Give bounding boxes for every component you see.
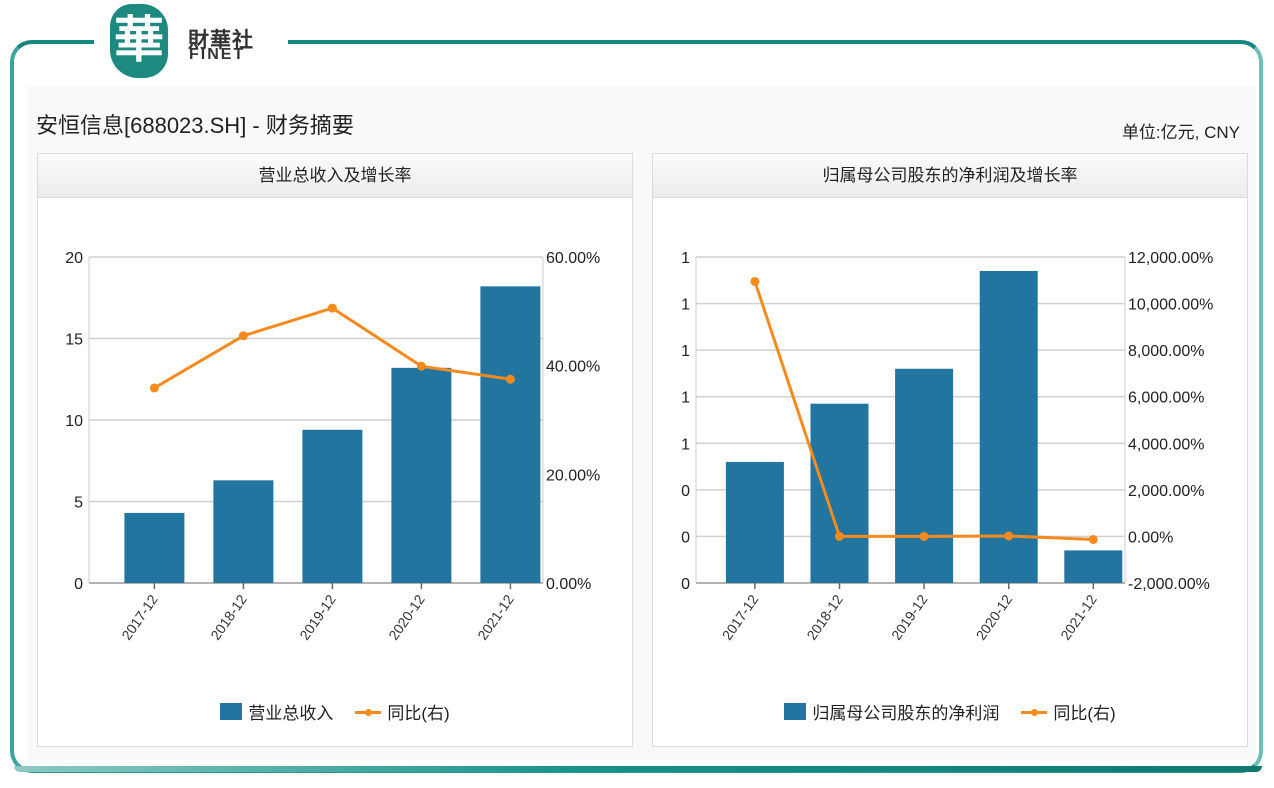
left-axis-tick: 20 <box>65 250 83 267</box>
bar[interactable] <box>725 461 784 583</box>
revenue-chart-panel: 营业总收入及增长率 0 5 10 15 20 0.00% 20.00% 40.00% 60.00… <box>37 153 633 747</box>
left-axis-tick: 0 <box>681 529 690 546</box>
right-axis-tick: 40.00% <box>546 359 600 376</box>
bar[interactable] <box>1064 550 1123 583</box>
right-axis-tick: 12,000.00% <box>1128 250 1213 267</box>
x-axis-label: 2020-12 <box>973 591 1016 642</box>
left-axis-tick: 1 <box>681 390 690 407</box>
right-axis-tick: 20.00% <box>546 467 600 484</box>
bar[interactable] <box>124 512 185 583</box>
page-title: 安恒信息[688023.SH] - 财务摘要 <box>36 113 354 138</box>
left-axis-tick: 1 <box>681 343 690 360</box>
right-axis-tick: 0.00% <box>1128 529 1173 546</box>
chart-legend: 营业总收入 同比(右) <box>38 699 632 724</box>
left-axis-tick: 5 <box>74 495 83 512</box>
panel-title: 营业总收入及增长率 <box>38 154 632 198</box>
bar-legend-swatch[interactable] <box>220 703 243 720</box>
net-profit-chart: 0 0 0 1 1 1 1 1 -2,000.00% 0.00% 2,000.00% 4,000.00… <box>681 250 1213 643</box>
frame-bottom-shade <box>14 766 1262 772</box>
line-legend-label[interactable]: 同比(右) <box>1053 704 1116 723</box>
yoy-point[interactable] <box>327 303 337 313</box>
bar[interactable] <box>480 286 541 583</box>
x-axis-label: 2021-12 <box>1057 591 1100 642</box>
bar[interactable] <box>391 367 452 583</box>
line-legend-label[interactable]: 同比(右) <box>387 704 450 723</box>
bar[interactable] <box>895 368 954 583</box>
x-axis-label: 2017-12 <box>118 591 161 642</box>
x-axis-label: 2018-12 <box>207 591 250 642</box>
right-axis-tick: 8,000.00% <box>1128 343 1205 360</box>
x-axis-label: 2017-12 <box>719 591 762 642</box>
left-axis-tick: 0 <box>681 483 690 500</box>
left-axis-tick: 1 <box>681 297 690 314</box>
x-axis-label: 2018-12 <box>803 591 846 642</box>
line-legend-icon[interactable] <box>355 703 382 720</box>
right-axis-tick: -2,000.00% <box>1128 576 1210 593</box>
bar-legend-label[interactable]: 归属母公司股东的净利润 <box>812 704 1000 723</box>
right-axis-tick: 10,000.00% <box>1128 297 1213 314</box>
finet-logo-icon: 華 <box>110 4 168 78</box>
x-axis-label: 2020-12 <box>385 591 428 642</box>
right-axis-tick: 2,000.00% <box>1128 483 1205 500</box>
bar[interactable] <box>302 429 363 583</box>
left-axis-tick: 1 <box>681 436 690 453</box>
bar-legend-swatch[interactable] <box>784 703 807 720</box>
x-axis-label: 2021-12 <box>474 591 517 642</box>
yoy-point[interactable] <box>1004 531 1014 541</box>
brand-name-cn: 財華社 <box>188 29 254 52</box>
panel-title: 归属母公司股东的净利润及增长率 <box>653 154 1247 198</box>
line-legend-icon[interactable] <box>1021 703 1048 720</box>
left-axis-tick: 1 <box>681 250 690 267</box>
left-axis-tick: 0 <box>74 576 83 593</box>
right-axis-tick: 6,000.00% <box>1128 390 1205 407</box>
yoy-point[interactable] <box>835 531 844 541</box>
right-axis-tick: 60.00% <box>546 250 600 267</box>
left-axis-tick: 15 <box>65 332 83 349</box>
yoy-point[interactable] <box>416 361 426 371</box>
bar[interactable] <box>979 270 1038 583</box>
x-axis-label: 2019-12 <box>296 591 339 642</box>
x-axis-label: 2019-12 <box>888 591 931 642</box>
chart-legend: 归属母公司股东的净利润 同比(右) <box>653 699 1247 724</box>
left-axis-tick: 10 <box>65 413 83 430</box>
yoy-point[interactable] <box>149 383 159 393</box>
brand-name-en: FINET <box>189 46 246 63</box>
bar[interactable] <box>213 480 274 583</box>
yoy-point[interactable] <box>238 331 248 341</box>
yoy-point[interactable] <box>750 276 760 286</box>
left-axis-tick: 0 <box>681 576 690 593</box>
bar[interactable] <box>810 403 869 583</box>
yoy-point[interactable] <box>505 374 515 384</box>
right-axis-tick: 0.00% <box>546 576 591 593</box>
yoy-line <box>153 306 511 390</box>
revenue-chart: 0 5 10 15 20 0.00% 20.00% 40.00% 60.00% 2017-12 20… <box>65 250 600 643</box>
right-axis-tick: 4,000.00% <box>1128 436 1205 453</box>
unit-label: 单位:亿元, CNY <box>1121 123 1240 142</box>
yoy-point[interactable] <box>919 531 929 541</box>
bar-legend-label[interactable]: 营业总收入 <box>248 704 334 723</box>
yoy-point[interactable] <box>1088 534 1098 544</box>
net-profit-chart-panel: 归属母公司股东的净利润及增长率 0 0 0 1 1 1 1 1 -2,000.00% 0.00% 2… <box>652 153 1248 747</box>
